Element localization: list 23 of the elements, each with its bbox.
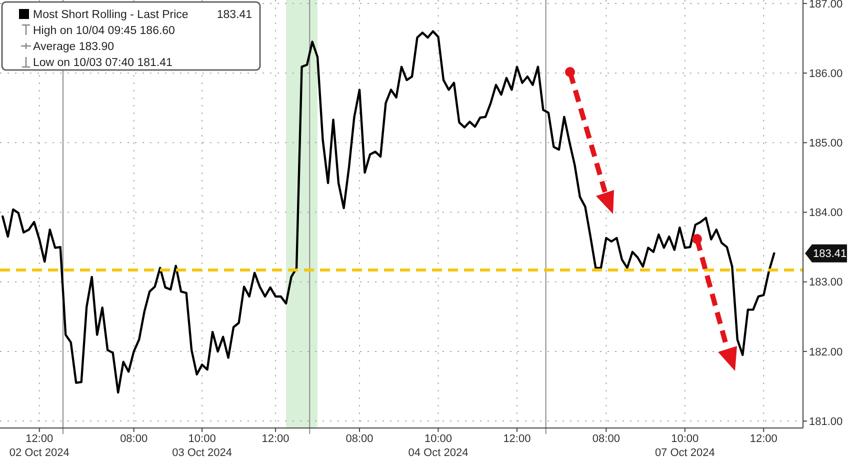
x-tick-label: 10:00 04 Oct 2024 <box>408 433 468 457</box>
x-tick-label: 10:00 07 Oct 2024 <box>654 433 715 457</box>
y-tick-label: 186.00 <box>809 68 843 80</box>
y-tick-label: 185.00 <box>809 138 843 150</box>
annotation: High on 10/04 09:45 186.60 <box>33 25 175 38</box>
x-tick-label: 12:00 <box>262 433 290 445</box>
y-tick-label: 187.00 <box>809 0 843 10</box>
x-tick-label: 08:00 <box>120 433 148 445</box>
annotation: Low on 10/03 07:40 181.41 <box>33 57 172 70</box>
y-tick-label: 184.00 <box>809 207 843 220</box>
x-tick-label: 12:00 <box>503 433 531 445</box>
y-tick-label: 181.00 <box>809 416 843 428</box>
text: 183.41 <box>813 248 847 260</box>
x-tick-label: 12:00 02 Oct 2024 <box>9 433 70 457</box>
x-tick-label: 12:00 <box>750 433 778 445</box>
annotation: Average 183.90 <box>33 41 114 54</box>
y-tick-label: 183.00 <box>809 276 843 289</box>
y-tick-label: 182.00 <box>809 346 843 358</box>
x-tick-label: 08:00 <box>346 433 374 445</box>
x-tick-label: 10:00 03 Oct 2024 <box>172 433 232 457</box>
annotation: 183.41 <box>216 9 252 22</box>
x-tick-label: 08:00 <box>592 433 620 445</box>
legend-label: Most Short Rolling - Last Price <box>33 9 188 22</box>
